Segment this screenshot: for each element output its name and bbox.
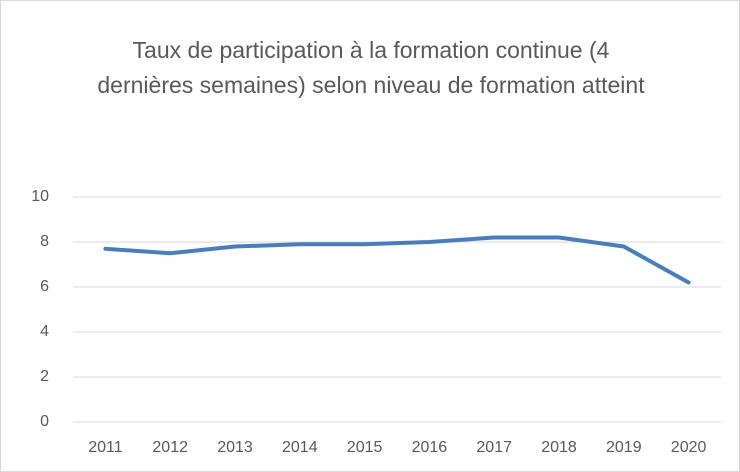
y-tick-label: 0	[40, 413, 49, 430]
y-tick-label: 8	[40, 233, 49, 250]
x-tick-label: 2014	[282, 439, 318, 456]
x-tick-label: 2020	[671, 439, 707, 456]
x-tick-label: 2018	[541, 439, 577, 456]
chart-title: Taux de participation à la formation con…	[97, 37, 645, 98]
x-tick-label: 2011	[88, 439, 123, 456]
x-tick-label: 2017	[476, 439, 512, 456]
x-tick-label: 2013	[217, 439, 253, 456]
x-tick-label: 2012	[152, 439, 188, 456]
y-tick-label: 6	[40, 278, 49, 295]
x-tick-label: 2015	[347, 439, 383, 456]
data-line	[103, 235, 691, 285]
x-tick-label: 2019	[606, 439, 642, 456]
y-tick-label: 2	[40, 368, 49, 385]
x-tick-label: 2016	[412, 439, 448, 456]
y-tick-label: 10	[31, 188, 49, 205]
y-tick-label: 4	[40, 323, 49, 340]
